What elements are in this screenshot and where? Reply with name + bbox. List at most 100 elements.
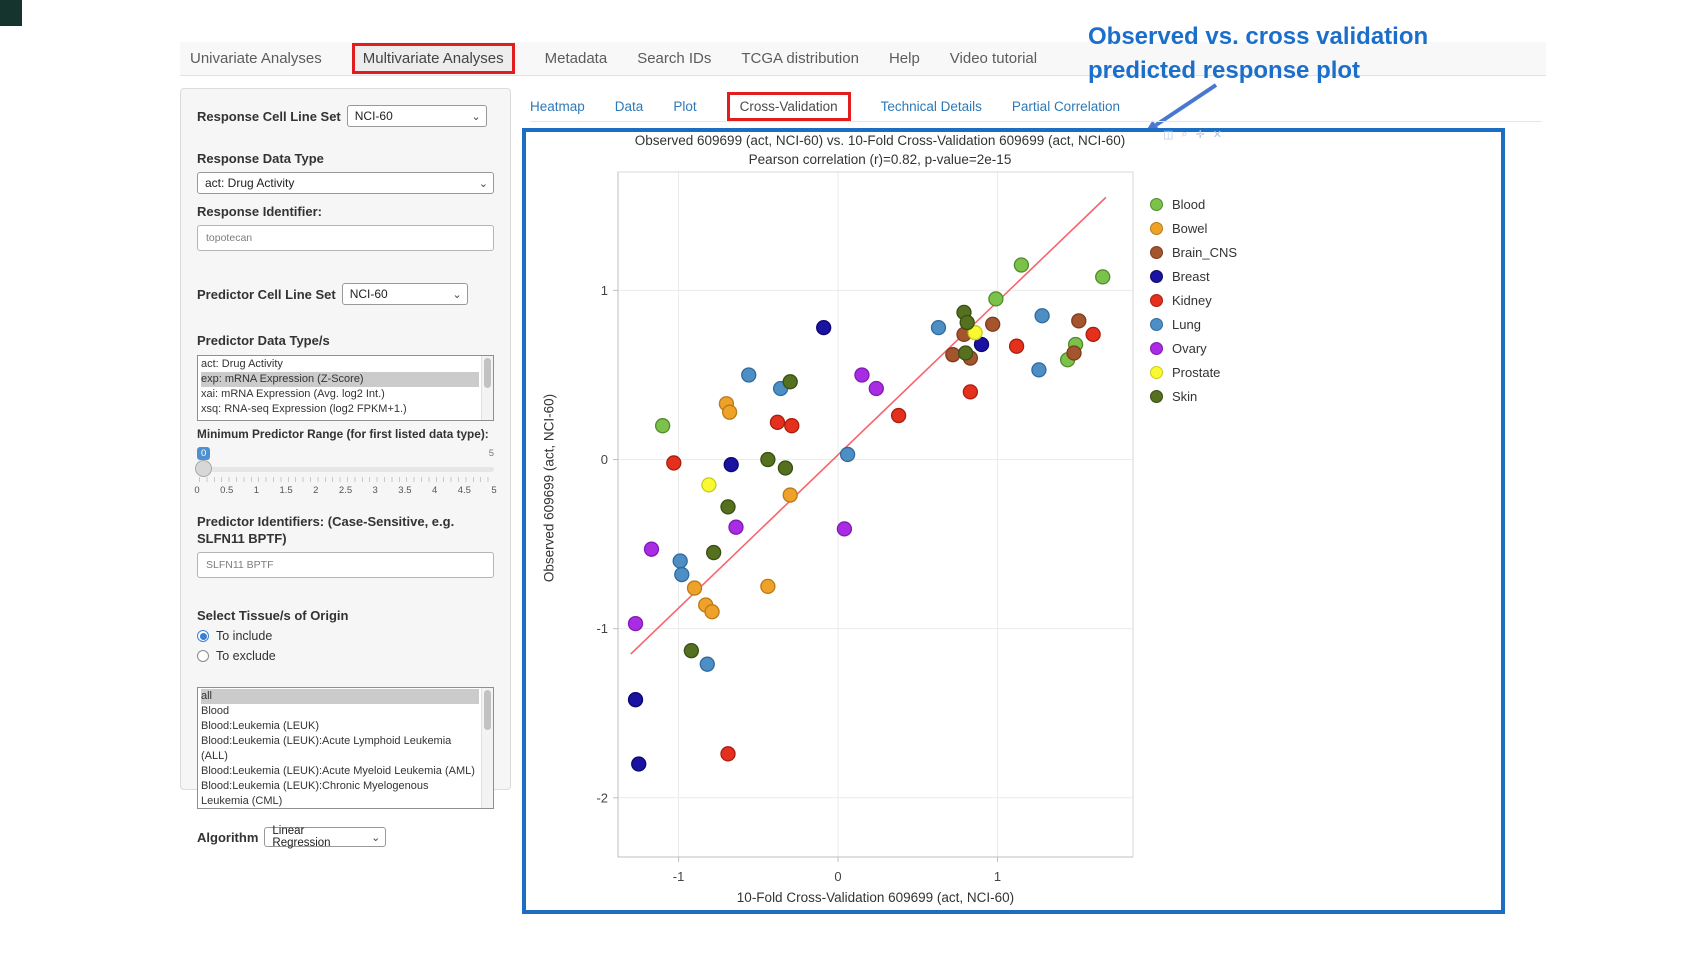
tissue-listbox: all Blood Blood:Leukemia (LEUK) Blood:Leuke… (197, 687, 494, 809)
data-point-ovary (868, 380, 884, 397)
tissue-exclude-radio[interactable]: To exclude (197, 649, 494, 663)
slider-tick-2-5: 2.5 (338, 485, 353, 496)
legend-label-bowel: Bowel (1172, 220, 1208, 236)
algorithm-select[interactable]: Linear Regression ⌄ (264, 825, 387, 849)
data-point-bowel (721, 404, 738, 420)
predictor-cell-line-set-value: NCI-60 (349, 287, 388, 301)
data-point-skin (720, 499, 736, 515)
tab-data[interactable]: Data (614, 99, 644, 114)
annotation-line2: predicted response plot (1088, 57, 1361, 84)
close-icon[interactable]: ✕ (1212, 129, 1223, 141)
response-cell-line-set-select[interactable]: NCI-60 ⌄ (346, 105, 487, 127)
response-data-type-value: act: Drug Activity (205, 176, 295, 190)
legend-swatch-blood (1150, 197, 1163, 211)
data-point-kidney (962, 384, 979, 400)
tissue-option-blood-leukemia-leuk-acute-myeloid-leukem[interactable]: Blood:Leukemia (LEUK):Acute Myeloid Leuk… (201, 765, 475, 777)
legend-item-skin[interactable]: Skin (1150, 384, 1237, 408)
data-point-lung (741, 367, 757, 383)
legend-item-kidney[interactable]: Kidney (1150, 288, 1237, 312)
nav-tab-metadata[interactable]: Metadata (544, 50, 608, 67)
response-data-type-select[interactable]: act: Drug Activity ⌄ (197, 172, 494, 194)
legend-item-lung[interactable]: Lung (1150, 312, 1237, 336)
response-identifier-label: Response Identifier: (197, 204, 322, 219)
slider-handle[interactable] (195, 460, 212, 477)
data-point-skin (777, 460, 794, 476)
tissue-option-blood-leukemia-leuk-acute-lymphoid-leuke[interactable]: Blood:Leukemia (LEUK):Acute Lymphoid Leu… (201, 735, 452, 762)
predictor-identifiers-label: Predictor Identifiers: (Case-Sensitive, … (197, 514, 455, 546)
legend-item-ovary[interactable]: Ovary (1150, 336, 1237, 360)
legend-item-blood[interactable]: Blood (1150, 192, 1237, 216)
scrollbar[interactable] (481, 356, 493, 420)
data-point-brain-cns (1066, 345, 1082, 361)
tab-plot[interactable]: Plot (673, 99, 697, 114)
legend-swatch-skin (1150, 389, 1163, 403)
legend-swatch-prostate (1150, 365, 1163, 379)
data-point-ovary (854, 367, 870, 383)
plot-legend: Blood Bowel Brain_CNS Breast Kidney Lung Ovary… (1150, 192, 1237, 408)
tissue-include-radio[interactable]: To include (197, 629, 494, 643)
y-tick-label: -2 (596, 790, 608, 805)
tab-technical-details[interactable]: Technical Details (880, 99, 982, 114)
data-point-kidney (769, 414, 786, 430)
plot-container (522, 128, 1505, 914)
predictor-identifiers-input[interactable] (197, 552, 494, 578)
legend-label-prostate: Prostate (1172, 364, 1221, 380)
data-point-blood (1013, 257, 1030, 273)
legend-item-prostate[interactable]: Prostate (1150, 360, 1237, 384)
slider-value-badge[interactable]: 0 (197, 447, 211, 460)
predictor-data-type-option-xai-mrna-expression-avg-log2-int[interactable]: xai: mRNA Expression (Avg. log2 Int.) (201, 388, 385, 400)
data-point-breast (723, 456, 739, 473)
data-point-ovary (643, 541, 660, 557)
chart-subtitle: Pearson correlation (r)=0.82, p-value=2e… (748, 152, 1012, 167)
y-axis-title: Observed 609699 (act, NCI-60) (541, 393, 557, 583)
nav-tab-video-tutorial[interactable]: Video tutorial (949, 50, 1038, 67)
data-point-kidney (1085, 326, 1101, 343)
data-point-lung (1034, 308, 1050, 324)
annotation: Observed vs. cross validation predicted … (1088, 20, 1428, 88)
slider-track[interactable] (197, 467, 494, 472)
tissue-option-blood-leukemia-leuk[interactable]: Blood:Leukemia (LEUK) (201, 720, 320, 732)
algorithm-label: Algorithm (197, 829, 259, 845)
legend-label-lung: Lung (1172, 316, 1201, 332)
slider-tick-1: 1 (253, 485, 260, 496)
chevron-down-icon: ⌄ (452, 288, 462, 301)
nav-tab-search-ids[interactable]: Search IDs (637, 50, 712, 67)
data-point-blood (1095, 269, 1111, 285)
nav-tab-univariate-analyses[interactable]: Univariate Analyses (190, 50, 322, 67)
nav-tab-multivariate-analyses[interactable]: Multivariate Analyses (351, 43, 515, 74)
data-point-bowel (686, 580, 703, 596)
y-tick-label: 0 (601, 452, 608, 467)
legend-label-blood: Blood (1172, 196, 1206, 212)
data-point-brain-cns (1071, 313, 1087, 329)
response-identifier-input[interactable] (197, 225, 494, 251)
scrollbar[interactable] (481, 688, 493, 808)
tab-cross-validation[interactable]: Cross-Validation (726, 92, 851, 121)
legend-swatch-ovary (1150, 341, 1163, 355)
pan-icon[interactable]: ✛ (1195, 129, 1205, 141)
nav-tab-tcga-distribution[interactable]: TCGA distribution (741, 50, 859, 67)
legend-item-breast[interactable]: Breast (1150, 264, 1237, 288)
nav-tab-help[interactable]: Help (888, 50, 920, 67)
predictor-cell-line-set-select[interactable]: NCI-60 ⌄ (341, 283, 468, 305)
slider-tick-3-5: 3.5 (398, 485, 412, 496)
legend-item-brain-cns[interactable]: Brain_CNS (1150, 240, 1237, 264)
data-point-kidney (1008, 338, 1025, 354)
tab-heatmap[interactable]: Heatmap (530, 99, 585, 114)
tissue-option-blood-leukemia-leuk-chronic-myelogenous-[interactable]: Blood:Leukemia (LEUK):Chronic Myelogenou… (201, 780, 429, 807)
slider-max-label: 5 (488, 448, 494, 459)
camera-icon[interactable]: ◫ (1163, 129, 1174, 141)
tab-partial-correlation[interactable]: Partial Correlation (1011, 99, 1120, 114)
predictor-data-type-option-exp-mrna-expression-z-score[interactable]: exp: mRNA Expression (Z-Score) (201, 372, 479, 387)
data-point-skin (683, 643, 699, 659)
legend-item-bowel[interactable]: Bowel (1150, 216, 1237, 240)
predictor-data-type-option-act-drug-activity[interactable]: act: Drug Activity (201, 358, 283, 370)
data-point-lung (930, 319, 947, 336)
predictor-data-type-option-xsq-rna-seq-expression-log2-fpkm-1[interactable]: xsq: RNA-seq Expression (log2 FPKM+1.) (201, 403, 407, 415)
data-point-kidney (666, 455, 682, 471)
zoom-icon[interactable]: ⌕ (1181, 128, 1188, 140)
slider-tick-5: 5 (491, 485, 497, 496)
slider-tick-1-5: 1.5 (279, 485, 293, 496)
tissue-option-blood[interactable]: Blood (201, 705, 230, 717)
tissue-option-all[interactable]: all (201, 689, 479, 704)
legend-label-brain-cns: Brain_CNS (1172, 244, 1238, 260)
